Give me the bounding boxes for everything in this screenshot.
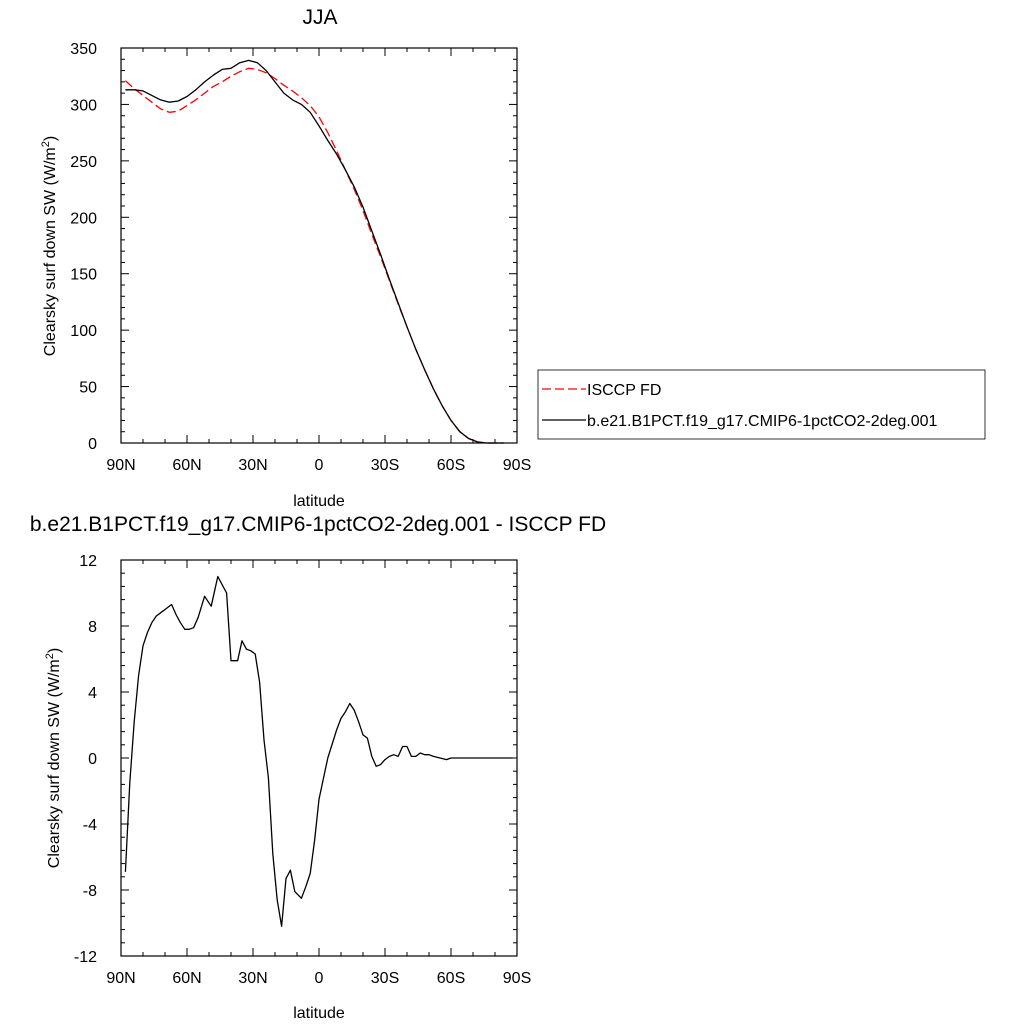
bottom-x-tick-label: 90N [106, 970, 135, 987]
top-y-tick-label: 350 [70, 41, 97, 58]
bottom-chart-title: b.e21.B1PCT.f19_g17.CMIP6-1pctCO2-2deg.0… [30, 513, 606, 536]
bottom-y-tick-label: -4 [83, 817, 97, 834]
bottom-y-tick-label: 4 [88, 685, 97, 702]
top-x-tick-label: 90S [503, 457, 531, 474]
top-x-tick-label: 30S [371, 457, 399, 474]
top-y-tick-label: 100 [70, 323, 97, 340]
top-y-ticks: 0 50 100 150 200 250 300 350 [70, 41, 517, 453]
bottom-y-tick-label: 12 [79, 553, 97, 570]
top-x-tick-label: 60S [437, 457, 465, 474]
top-y-tick-label: 50 [79, 380, 97, 397]
top-x-tick-label: 30N [238, 457, 267, 474]
legend-label-model: b.e21.B1PCT.f19_g17.CMIP6-1pctCO2-2deg.0… [587, 413, 938, 430]
top-x-ticks: 90N 60N 30N 0 30S 60S 90S [106, 48, 531, 474]
top-y-tick-label: 0 [88, 436, 97, 453]
bottom-series-lines [124, 575, 513, 927]
top-series-line-0 [124, 67, 504, 444]
bottom-series-line-0 [124, 575, 513, 927]
bottom-x-tick-label: 90S [503, 970, 531, 987]
legend-label-isccp: ISCCP FD [587, 382, 661, 399]
top-chart-panel: JJA 90N 60N 30N 0 30S 60S 90S 0 50 100 150 200 250 3… [40, 6, 531, 510]
top-plot-frame [120, 47, 518, 444]
bottom-y-tick-label: -8 [83, 883, 97, 900]
top-x-tick-label: 0 [315, 457, 324, 474]
bottom-y-ticks: -12 -8 -4 0 4 8 12 [74, 553, 517, 966]
top-y-tick-label: 200 [70, 210, 97, 227]
top-y-tick-label: 300 [70, 97, 97, 114]
bottom-y-tick-label: 0 [88, 751, 97, 768]
top-y-axis-label: Clearsky surf down SW (W/m2) [40, 136, 59, 356]
top-x-tick-label: 90N [106, 457, 135, 474]
bottom-x-axis-label: latitude [293, 1005, 345, 1022]
bottom-x-tick-label: 0 [315, 970, 324, 987]
bottom-x-tick-label: 30N [238, 970, 267, 987]
legend: ISCCP FD b.e21.B1PCT.f19_g17.CMIP6-1pctC… [537, 369, 986, 440]
top-y-tick-label: 250 [70, 154, 97, 171]
bottom-y-tick-label: -12 [74, 949, 97, 966]
top-series-lines [124, 59, 504, 444]
top-y-tick-label: 150 [70, 267, 97, 284]
bottom-y-axis-label: Clearsky surf down SW (W/m2) [44, 648, 63, 868]
legend-frame [537, 369, 986, 440]
bottom-x-ticks: 90N 60N 30N 0 30S 60S 90S [106, 560, 531, 987]
top-series-line-1 [125, 59, 504, 444]
bottom-x-tick-label: 60S [437, 970, 465, 987]
top-x-axis-label: latitude [293, 493, 345, 510]
top-chart-title: JJA [302, 6, 337, 29]
bottom-x-tick-label: 60N [172, 970, 201, 987]
bottom-chart-panel: b.e21.B1PCT.f19_g17.CMIP6-1pctCO2-2deg.0… [30, 513, 606, 1022]
top-x-tick-label: 60N [172, 457, 201, 474]
bottom-x-tick-label: 30S [371, 970, 399, 987]
bottom-y-tick-label: 8 [88, 619, 97, 636]
